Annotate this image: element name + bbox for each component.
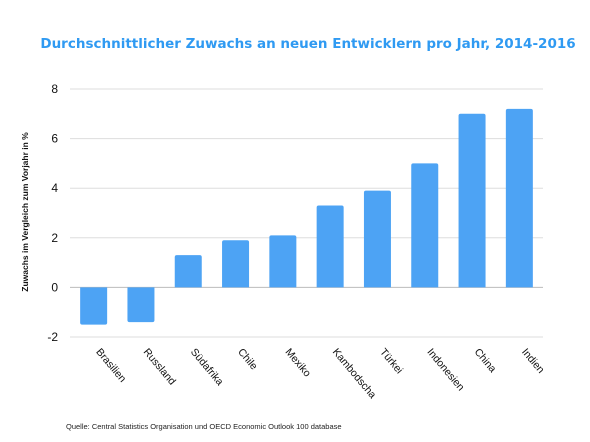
- bar-mexiko: [269, 235, 297, 288]
- bars: [80, 108, 533, 325]
- x-category-label: Russland: [141, 346, 178, 387]
- bar-indien: [505, 108, 533, 288]
- x-axis-labels: Brasilien Russland Südafrika Chile Mexiko Kam…: [93, 346, 546, 401]
- y-tick-label: 8: [51, 82, 58, 96]
- x-category-label: Kambodscha: [330, 346, 379, 401]
- x-category-label: Mexiko: [283, 346, 314, 379]
- source-note: Quelle: Central Statistics Organisation …: [66, 422, 342, 431]
- y-tick-label: -2: [47, 330, 58, 344]
- y-tick-label: 4: [51, 181, 58, 195]
- y-axis-ticks: -2 0 2 4 6 8: [47, 82, 58, 344]
- x-category-label: Südafrika: [188, 346, 226, 388]
- x-category-label: Brasilien: [93, 346, 128, 385]
- x-category-label: Türkei: [377, 346, 405, 376]
- y-tick-label: 0: [51, 280, 58, 294]
- x-category-label: Indien: [519, 346, 547, 376]
- bar-russland: [127, 287, 155, 323]
- bar-türkei: [363, 190, 391, 288]
- bar-brasilien: [80, 287, 108, 325]
- y-axis-label: Zuwachs im Vergleich zum Vorjahr in %: [20, 132, 30, 292]
- bar-china: [458, 113, 486, 288]
- x-category-label: Chile: [235, 346, 260, 372]
- chart-title: Durchschnittlicher Zuwachs an neuen Entw…: [40, 36, 575, 52]
- bar-südafrika: [174, 255, 202, 288]
- x-category-label: China: [472, 346, 499, 375]
- bar-indonesien: [411, 163, 439, 288]
- bar-chile: [222, 240, 250, 288]
- y-tick-label: 6: [51, 132, 58, 146]
- bar-kambodscha: [316, 205, 344, 288]
- y-tick-label: 2: [51, 231, 58, 245]
- x-category-label: Indonesien: [424, 346, 466, 393]
